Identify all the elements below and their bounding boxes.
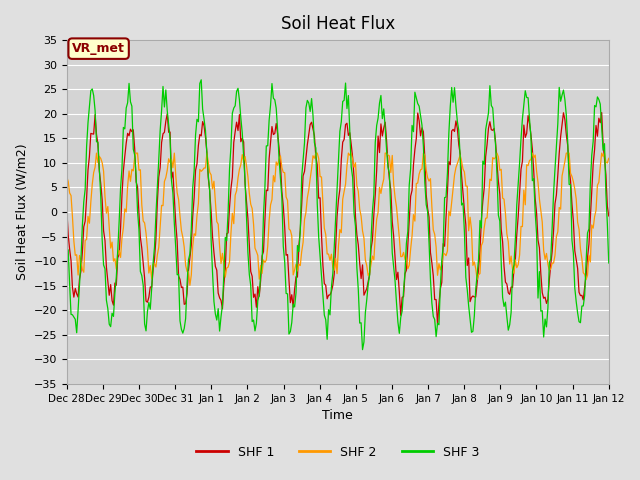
Line: SHF 3: SHF 3 <box>67 80 609 349</box>
SHF 2 <box>100 168 108 174</box>
SHF 1 <box>604 204 611 209</box>
Text: VR_met: VR_met <box>72 42 125 55</box>
SHF 2 <box>344 150 352 156</box>
SHF 1 <box>531 196 539 202</box>
SHF 3 <box>532 231 540 237</box>
SHF 3 <box>197 77 205 83</box>
SHF 3 <box>63 245 70 251</box>
SHF 2 <box>532 168 540 174</box>
SHF 3 <box>452 103 460 109</box>
SHF 1 <box>99 197 106 203</box>
X-axis label: Time: Time <box>323 409 353 422</box>
SHF 2 <box>81 238 89 243</box>
SHF 2 <box>93 150 100 156</box>
SHF 2 <box>604 160 611 166</box>
SHF 1 <box>605 213 612 219</box>
SHF 1 <box>342 122 349 128</box>
SHF 2 <box>186 282 194 288</box>
SHF 2 <box>63 174 70 180</box>
SHF 2 <box>452 165 460 170</box>
SHF 3 <box>358 347 366 352</box>
SHF 3 <box>604 221 611 227</box>
Y-axis label: Soil Heat Flux (W/m2): Soil Heat Flux (W/m2) <box>15 144 28 280</box>
Legend: SHF 1, SHF 2, SHF 3: SHF 1, SHF 2, SHF 3 <box>191 441 484 464</box>
SHF 1 <box>598 110 605 116</box>
Title: Soil Heat Flux: Soil Heat Flux <box>280 15 395 33</box>
Line: SHF 1: SHF 1 <box>67 113 609 324</box>
SHF 1 <box>434 321 442 327</box>
SHF 1 <box>451 129 458 134</box>
SHF 1 <box>63 205 70 211</box>
SHF 1 <box>81 218 89 224</box>
Line: SHF 2: SHF 2 <box>67 153 609 285</box>
SHF 3 <box>343 106 351 111</box>
SHF 3 <box>605 260 612 266</box>
SHF 2 <box>605 156 612 161</box>
SHF 3 <box>81 186 89 192</box>
SHF 3 <box>99 237 106 242</box>
